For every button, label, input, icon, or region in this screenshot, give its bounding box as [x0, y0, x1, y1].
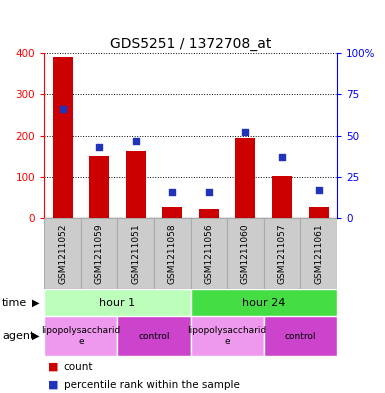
Bar	[235, 138, 256, 218]
Text: percentile rank within the sample: percentile rank within the sample	[64, 380, 239, 390]
Text: hour 1: hour 1	[99, 298, 136, 308]
Bar	[199, 209, 219, 218]
Bar	[44, 218, 81, 289]
Point	[279, 154, 285, 160]
Point	[59, 106, 65, 112]
Bar	[162, 207, 182, 218]
Bar	[44, 316, 117, 356]
Bar	[272, 176, 292, 218]
Point	[243, 129, 249, 136]
Bar	[191, 218, 227, 289]
Point	[316, 187, 322, 193]
Bar	[89, 156, 109, 218]
Bar	[154, 218, 191, 289]
Text: ■: ■	[48, 380, 59, 390]
Point	[169, 189, 176, 195]
Bar	[227, 218, 264, 289]
Bar	[126, 151, 146, 218]
Point	[206, 189, 212, 195]
Point	[132, 138, 139, 144]
Text: GSM1211051: GSM1211051	[131, 223, 140, 284]
Text: ▶: ▶	[32, 331, 39, 341]
Bar	[308, 207, 329, 218]
Point	[96, 144, 102, 150]
Text: count: count	[64, 362, 93, 371]
Text: GSM1211059: GSM1211059	[95, 223, 104, 284]
Bar	[264, 218, 300, 289]
Bar	[117, 218, 154, 289]
Text: time: time	[2, 298, 27, 308]
Bar	[300, 218, 337, 289]
Text: lipopolysaccharid
e: lipopolysaccharid e	[187, 326, 267, 346]
Text: lipopolysaccharid
e: lipopolysaccharid e	[41, 326, 121, 346]
Text: control: control	[138, 332, 170, 340]
Text: GSM1211052: GSM1211052	[58, 223, 67, 284]
Bar	[44, 289, 191, 316]
Text: GSM1211060: GSM1211060	[241, 223, 250, 284]
Text: hour 24: hour 24	[242, 298, 285, 308]
Bar	[52, 57, 73, 218]
Bar	[191, 289, 337, 316]
Text: GSM1211058: GSM1211058	[168, 223, 177, 284]
Bar	[81, 218, 117, 289]
Bar	[117, 316, 191, 356]
Text: ▶: ▶	[32, 298, 39, 308]
Bar	[264, 316, 337, 356]
Text: GSM1211057: GSM1211057	[278, 223, 286, 284]
Text: ■: ■	[48, 362, 59, 371]
Text: agent: agent	[2, 331, 34, 341]
Text: GSM1211061: GSM1211061	[314, 223, 323, 284]
Bar	[191, 316, 264, 356]
Title: GDS5251 / 1372708_at: GDS5251 / 1372708_at	[110, 37, 271, 51]
Text: control: control	[285, 332, 316, 340]
Text: GSM1211056: GSM1211056	[204, 223, 213, 284]
